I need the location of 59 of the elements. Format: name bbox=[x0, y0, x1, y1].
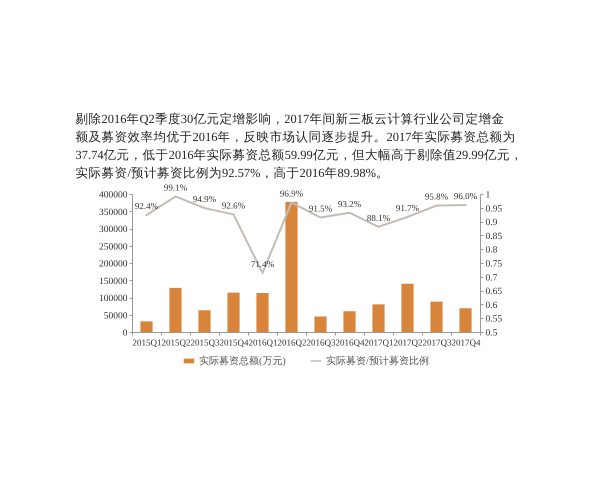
data-label: 93.2% bbox=[338, 198, 362, 209]
y2-tick-label: 0.9 bbox=[486, 218, 498, 228]
x-tick-label: 2017Q4 bbox=[452, 338, 481, 348]
x-tick-label: 2017Q2 bbox=[394, 338, 422, 348]
data-label: 95.8% bbox=[424, 192, 449, 202]
x-tick-label: 2016Q1 bbox=[248, 338, 278, 348]
data-label: 92.6% bbox=[222, 200, 246, 210]
bar bbox=[401, 284, 414, 332]
x-tick-label: 2015Q3 bbox=[190, 338, 220, 348]
y-tick-label: 150000 bbox=[99, 276, 128, 287]
data-label: 71.4% bbox=[250, 258, 275, 269]
chart-title: 剔除2016年Q2季度30亿元定增影响，2017年间新三板云计算行业公司定增金额及募资效率均优于2016年，反映市场认同逐步提升。2017年实际募资总额为37.74亿元，低于2016年实际募资总额59.99亿元，但大幅高于剔除值29.99亿元，实际募资/预计募资比例为92.57%，高于2016年89.98%。 bbox=[76, 110, 523, 180]
y2-tick-label: 0.85 bbox=[486, 232, 502, 242]
bar bbox=[430, 302, 443, 332]
y2-tick-label: 0.5 bbox=[486, 328, 498, 338]
data-label: 94.9% bbox=[192, 194, 217, 204]
x-tick-label: 2015Q2 bbox=[162, 338, 190, 348]
data-label: 96.9% bbox=[280, 188, 304, 199]
x-tick-label: 2016Q2 bbox=[278, 338, 306, 348]
data-label: 99.1% bbox=[164, 182, 188, 192]
x-tick-label: 2015Q4 bbox=[220, 338, 249, 348]
x-tick-label: 2016Q3 bbox=[306, 338, 336, 348]
bar bbox=[198, 310, 211, 332]
x-tick-label: 2017Q3 bbox=[422, 338, 452, 348]
y-tick-label: 350000 bbox=[99, 208, 128, 218]
y-tick-label: 300000 bbox=[99, 225, 128, 235]
data-label: 92.4% bbox=[134, 200, 159, 211]
bar bbox=[343, 311, 356, 332]
y2-tick-label: 0.8 bbox=[486, 246, 498, 256]
x-tick-label: 2015Q1 bbox=[132, 338, 162, 348]
data-label: 91.5% bbox=[308, 203, 333, 214]
bar bbox=[314, 316, 327, 332]
y2-tick-label: 0.6 bbox=[486, 300, 498, 311]
y2-tick-label: 0.55 bbox=[486, 314, 502, 325]
y2-tick-label: 0.75 bbox=[486, 260, 502, 270]
x-tick-label: 2016Q4 bbox=[336, 338, 365, 348]
bar bbox=[459, 308, 472, 332]
x-tick-label: 2017Q1 bbox=[364, 338, 394, 348]
bar bbox=[169, 288, 182, 332]
y-tick-label: 50000 bbox=[104, 311, 128, 322]
bar bbox=[227, 292, 240, 332]
y2-tick-label: 0.7 bbox=[486, 273, 498, 284]
legend-label: 实际募资/预计募资比例 bbox=[326, 355, 429, 367]
y-tick-label: 100000 bbox=[99, 294, 128, 304]
y2-tick-label: 0.65 bbox=[486, 287, 502, 298]
bar bbox=[285, 202, 298, 332]
data-label: 96.0% bbox=[454, 191, 478, 202]
data-label: 91.7% bbox=[396, 202, 420, 213]
bar bbox=[140, 321, 153, 332]
y2-tick-label: 1 bbox=[486, 190, 490, 200]
legend-label: 实际募资总额(万元) bbox=[199, 355, 286, 367]
y-tick-label: 0 bbox=[122, 328, 128, 338]
y-tick-label: 250000 bbox=[99, 242, 128, 252]
y-tick-label: 400000 bbox=[99, 190, 128, 200]
bar bbox=[256, 293, 269, 332]
data-label: 88.1% bbox=[366, 212, 391, 223]
bar bbox=[372, 304, 385, 332]
y-tick-label: 200000 bbox=[99, 260, 128, 270]
y2-tick-label: 0.95 bbox=[486, 204, 502, 214]
